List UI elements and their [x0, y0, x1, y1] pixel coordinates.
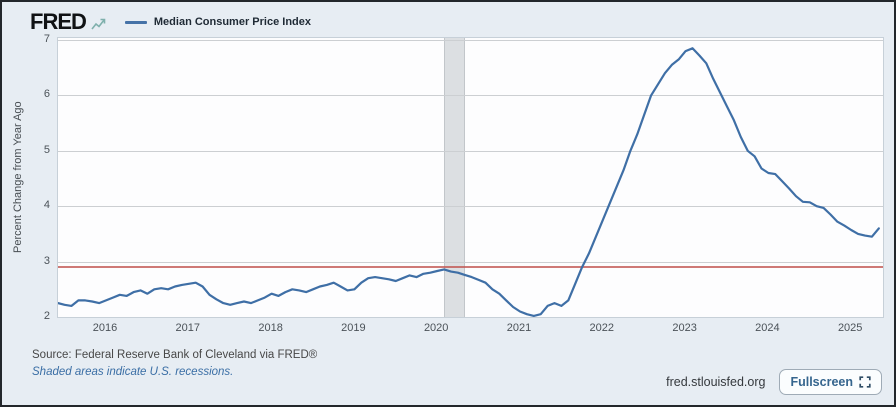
site-url-text: fred.stlouisfed.org [666, 375, 766, 389]
y-tick-label: 5 [43, 143, 50, 156]
source-text: Source: Federal Reserve Bank of Clevelan… [32, 349, 318, 361]
plot-area[interactable] [57, 37, 884, 318]
x-tick-label: 2019 [341, 322, 366, 334]
fullscreen-button[interactable]: Fullscreen [779, 369, 882, 395]
fred-logo-sparkline-icon [91, 18, 106, 29]
x-tick-label: 2016 [92, 322, 118, 334]
footer-right: fred.stlouisfed.org Fullscreen [666, 369, 882, 395]
gridline [58, 95, 883, 97]
x-tick-label: 2020 [423, 322, 449, 334]
y-tick-label: 3 [43, 254, 50, 267]
legend-line-swatch [124, 20, 147, 24]
fullscreen-label: Fullscreen [790, 375, 853, 389]
x-tick-label: 2021 [506, 322, 532, 334]
fullscreen-expand-icon [859, 376, 871, 388]
gridline [58, 150, 883, 152]
recession-note-link[interactable]: Shaded areas indicate U.S. recessions. [32, 366, 234, 378]
y-tick-label: 6 [43, 88, 50, 101]
y-axis-title: Percent Change from Year Ago [12, 101, 24, 254]
reference-line [58, 266, 883, 269]
chart-header: FRED Median Consumer Price Index [30, 9, 311, 35]
x-tick-label: 2018 [258, 322, 283, 334]
series-line-median-cpi [58, 47, 880, 317]
y-tick-label: 4 [43, 199, 50, 212]
chart-series-svg [58, 47, 880, 317]
x-tick-label: 2022 [589, 322, 615, 334]
legend-item-median-cpi[interactable]: Median Consumer Price Index [124, 16, 311, 28]
x-tick-label: 2025 [837, 322, 863, 334]
gridline [58, 40, 883, 41]
recession-band [444, 38, 465, 317]
x-tick-label: 2024 [755, 322, 780, 334]
legend-label: Median Consumer Price Index [153, 16, 311, 28]
x-tick-label: 2017 [175, 322, 201, 334]
y-tick-label: 2 [43, 310, 50, 322]
fred-logo[interactable]: FRED [30, 9, 87, 34]
y-tick-label: 7 [43, 33, 50, 45]
x-tick-label: 2023 [672, 322, 697, 334]
gridline [58, 261, 883, 263]
gridline [58, 206, 883, 208]
